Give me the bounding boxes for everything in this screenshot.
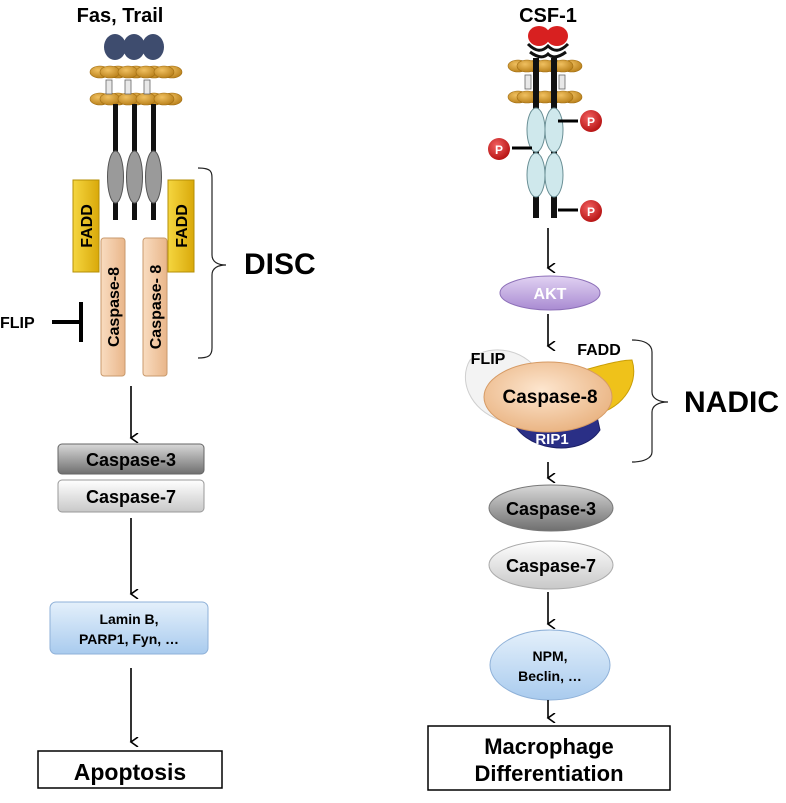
left-flip-label: FLIP	[0, 315, 35, 332]
nadic-fadd-label: FADD	[577, 342, 621, 359]
right-membrane	[507, 59, 583, 104]
phospho-label-3: P	[587, 205, 595, 219]
left-membrane-lipid-0-7	[135, 65, 157, 79]
right-substrates-line1: NPM,	[533, 648, 568, 664]
right-caspase3-label: Caspase-3	[506, 499, 596, 519]
left-membrane-lipid-0-8	[153, 65, 175, 79]
nadic-brace	[631, 339, 669, 463]
left-membrane-lipid-0-5	[99, 65, 121, 79]
phospho-site-2: P	[488, 138, 510, 160]
phospho-site-1: P	[580, 110, 602, 132]
phospho-label-1: P	[587, 115, 595, 129]
left-flip-inhibition-bar	[52, 302, 83, 342]
right-substrates-node: NPM, Beclin, …	[489, 629, 611, 701]
left-substrates-box: Lamin B, PARP1, Fyn, …	[49, 601, 209, 655]
left-membrane	[89, 65, 183, 106]
left-membrane-lipid-0-6	[117, 65, 139, 79]
left-membrane-lipid-1-8	[153, 92, 175, 106]
phospho-site-3: P	[580, 200, 602, 222]
nadic-caspase8-label: Caspase-8	[502, 387, 597, 408]
macrophage-differentiation-box: Macrophage Differentiation	[427, 725, 671, 791]
nadic-flip-label: FLIP	[471, 351, 506, 368]
left-fadd-block-b: FADD	[167, 179, 195, 273]
right-substrates-line2: Beclin, …	[518, 668, 582, 684]
nadic-complex	[465, 349, 635, 449]
left-ligand-label: Fas, Trail	[77, 5, 164, 27]
left-caspase8-label-b: Caspase- 8	[148, 265, 165, 350]
left-fadd-label-b: FADD	[174, 204, 191, 248]
left-membrane-lipid-1-6	[117, 92, 139, 106]
right-caspase3-node: Caspase-3	[488, 484, 614, 532]
left-death-receptor-trimer	[105, 79, 162, 220]
left-ligand-trimer	[104, 34, 164, 60]
akt-node: AKT	[499, 275, 601, 311]
left-caspase8-bar-b: Caspase- 8	[142, 237, 168, 377]
left-caspase8-bar-a: Caspase-8	[100, 237, 126, 377]
outcome-line1: Macrophage	[484, 734, 614, 759]
right-caspase7-node: Caspase-7	[488, 540, 614, 590]
left-fadd-block-a: FADD	[72, 179, 100, 273]
left-substrates-line2: PARP1, Fyn, …	[79, 631, 179, 647]
nadic-rip1-label: RIP1	[535, 431, 568, 448]
left-fadd-label-a: FADD	[79, 204, 96, 248]
left-caspase7-box: Caspase-7	[57, 479, 205, 513]
right-csf1-dimer	[526, 26, 570, 59]
phospho-label-2: P	[495, 143, 503, 157]
apoptosis-box: Apoptosis	[37, 750, 223, 789]
left-caspase3-label: Caspase-3	[86, 450, 176, 470]
apoptosis-label: Apoptosis	[74, 759, 186, 785]
right-caspase7-label: Caspase-7	[506, 556, 596, 576]
nadic-label: NADIC	[684, 386, 779, 419]
akt-label: AKT	[534, 286, 567, 303]
left-substrates-line1: Lamin B,	[99, 611, 158, 627]
left-caspase8-label-a: Caspase-8	[106, 267, 123, 347]
right-csf1r-dimer	[512, 58, 578, 218]
disc-brace	[197, 167, 227, 359]
left-membrane-lipid-1-7	[135, 92, 157, 106]
disc-label: DISC	[244, 248, 316, 281]
left-caspase7-label: Caspase-7	[86, 487, 176, 507]
left-caspase3-box: Caspase-3	[57, 443, 205, 475]
right-ligand-label: CSF-1	[519, 5, 577, 27]
left-membrane-lipid-1-5	[99, 92, 121, 106]
outcome-line2: Differentiation	[474, 761, 623, 786]
